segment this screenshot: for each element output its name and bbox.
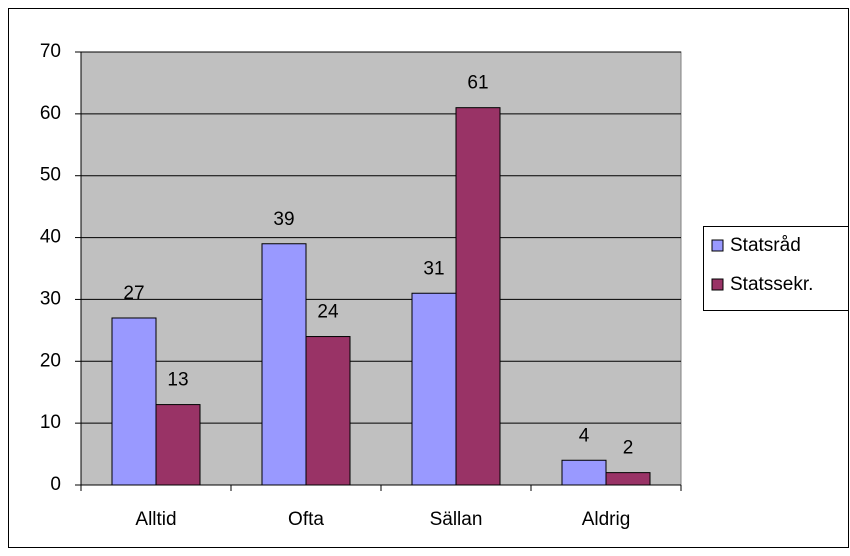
legend-swatch xyxy=(711,239,724,252)
value-label: 4 xyxy=(579,425,590,446)
x-tick-label: Sällan xyxy=(430,509,483,530)
y-tick-label: 40 xyxy=(40,227,61,248)
legend-box xyxy=(703,226,849,311)
bar xyxy=(305,336,351,486)
bar xyxy=(155,404,201,486)
x-tick-label: Ofta xyxy=(288,509,324,530)
y-tick-label: 30 xyxy=(40,288,61,309)
bar xyxy=(261,243,307,486)
value-label: 27 xyxy=(123,283,144,304)
bar xyxy=(455,107,501,486)
x-tick-label: Alltid xyxy=(135,509,176,530)
y-tick-label: 50 xyxy=(40,165,61,186)
value-label: 61 xyxy=(467,73,488,94)
y-tick-label: 0 xyxy=(50,474,61,495)
legend-label: Statsråd xyxy=(730,235,801,256)
y-tick-label: 70 xyxy=(40,41,61,62)
legend-swatch xyxy=(711,278,724,291)
value-label: 31 xyxy=(423,258,444,279)
y-tick-label: 60 xyxy=(40,103,61,124)
y-tick-label: 10 xyxy=(40,412,61,433)
x-tick-label: Aldrig xyxy=(582,509,631,530)
y-tick-label: 20 xyxy=(40,350,61,371)
bar xyxy=(561,459,607,486)
value-label: 2 xyxy=(623,438,634,459)
legend-label: Statssekr. xyxy=(730,274,813,295)
value-label: 13 xyxy=(167,370,188,391)
bar xyxy=(111,317,157,486)
value-label: 39 xyxy=(273,209,294,230)
bar xyxy=(411,292,457,486)
value-label: 24 xyxy=(317,302,339,323)
bar xyxy=(605,472,651,486)
